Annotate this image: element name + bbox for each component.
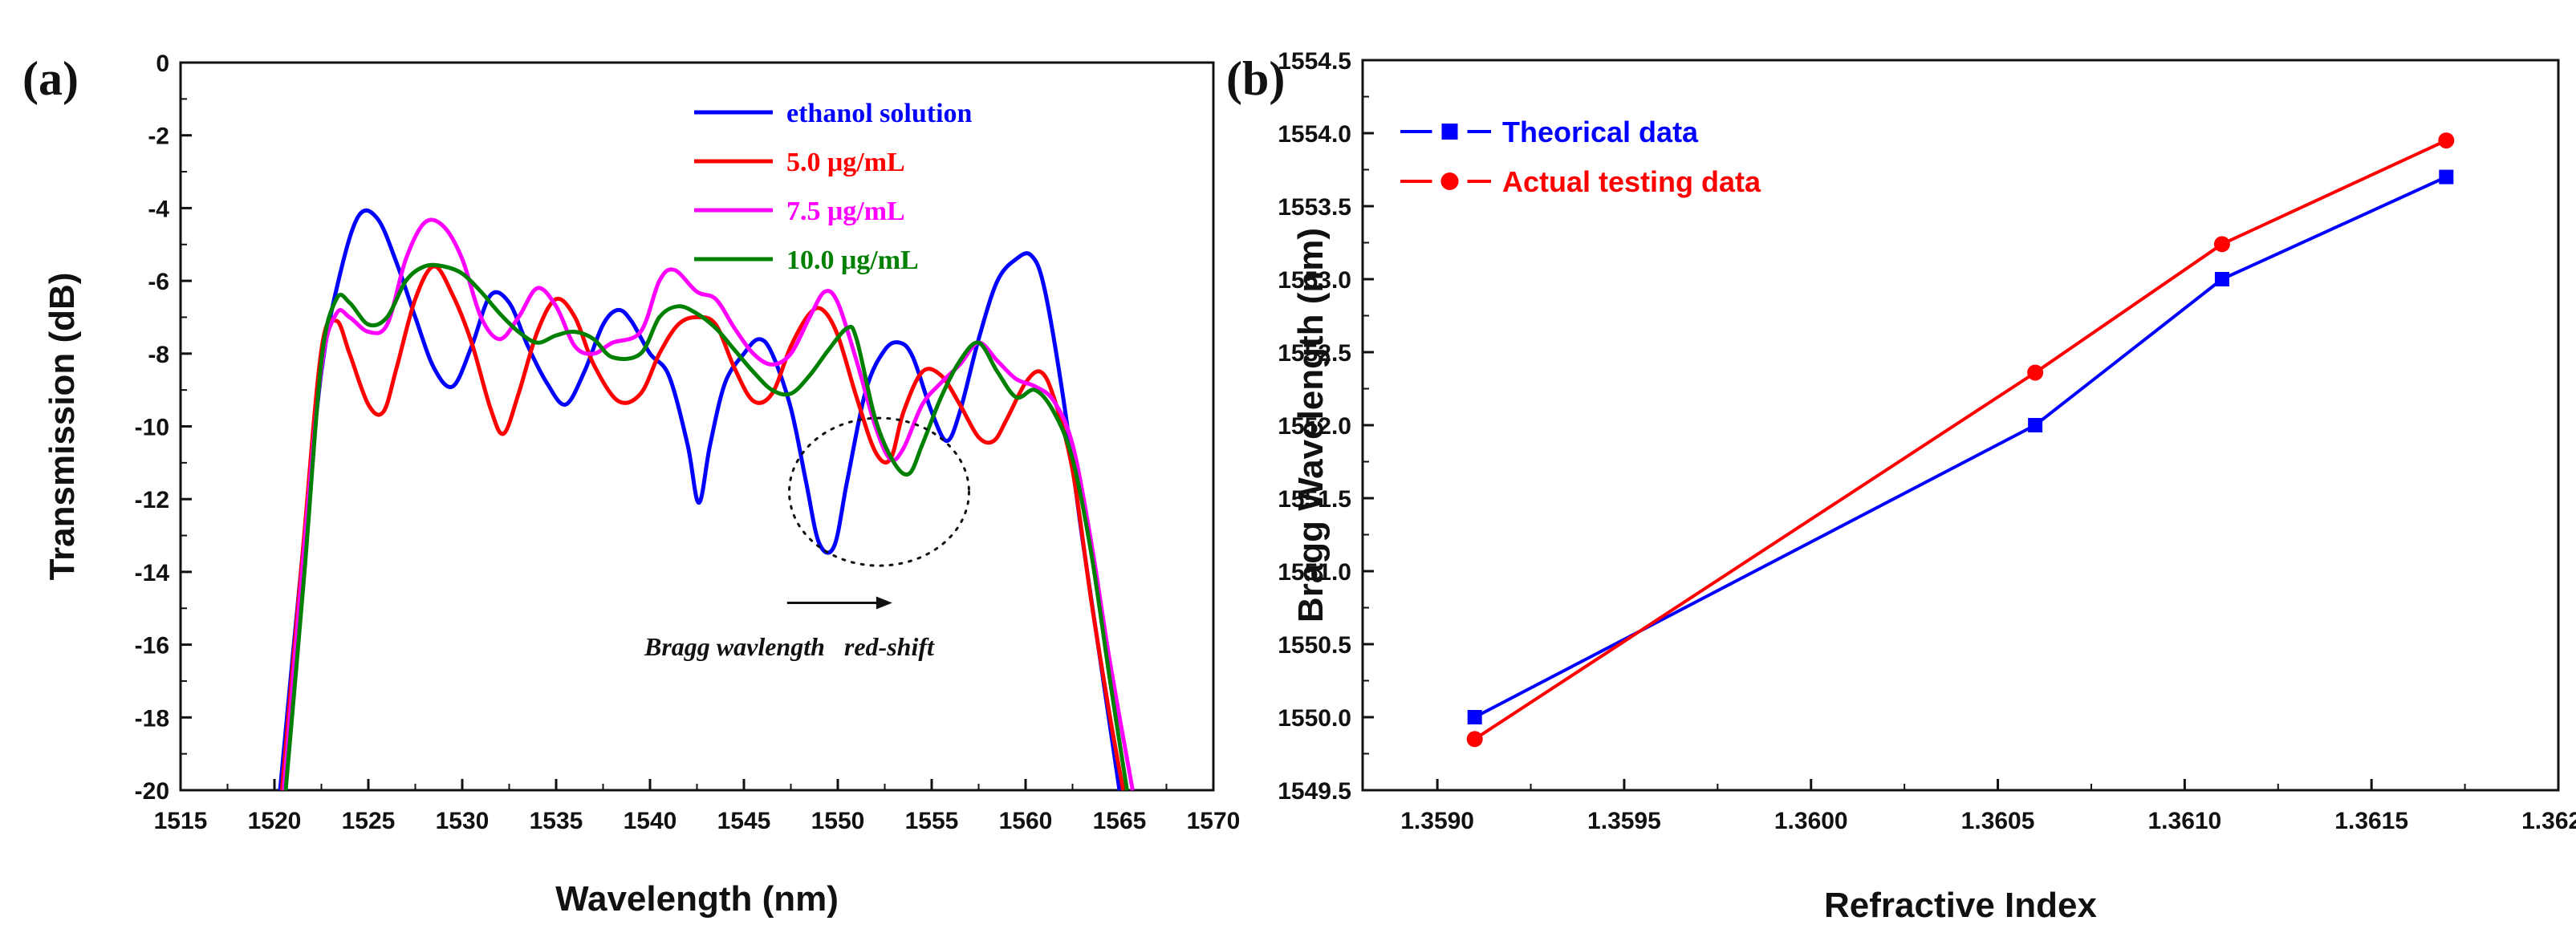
panel-a-y-tick-label: -6 <box>148 269 169 295</box>
panel-a-y-tick-label: -8 <box>148 342 169 368</box>
panel-a-x-tick-label: 1560 <box>999 808 1053 834</box>
panel-b-point-0-0 <box>1467 710 1482 724</box>
panel-b-x-tick-label: 1.3600 <box>1774 808 1848 834</box>
panel-b-x-axis-title: Refractive Index <box>1824 886 2097 925</box>
panel-a-plot-frame <box>179 61 1215 792</box>
panel-a-x-tick-label: 1540 <box>624 808 677 834</box>
panel-b-y-tick-label: 1551.0 <box>1278 559 1351 586</box>
panel-a-y-tick-label: -10 <box>135 415 169 441</box>
panel-b-y-tick-label: 1553.5 <box>1278 194 1351 221</box>
panel-a-tag: (a) <box>22 52 79 105</box>
panel-a-y-tick-label: -2 <box>148 124 169 150</box>
panel-b-y-tick-label: 1551.5 <box>1278 486 1351 513</box>
panel-a-x-tick-label: 1520 <box>248 808 302 834</box>
panel-b-point-0-1 <box>2028 418 2043 432</box>
panel-b-point-1-3 <box>2438 132 2455 149</box>
panel-b-point-1-1 <box>2027 364 2044 381</box>
panel-b-x-tick-label: 1.3590 <box>1400 808 1474 834</box>
panel-a-legend-label-0: ethanol solution <box>786 99 973 128</box>
panel-b-legend-marker-1 <box>1440 172 1459 190</box>
panel-a-legend-label-1: 5.0 μg/mL <box>786 148 905 177</box>
panel-b-series-line-1 <box>1473 139 2448 740</box>
panel-b-y-tick-label: 1550.5 <box>1278 632 1351 659</box>
panel-b-legend-marker-0 <box>1441 124 1458 140</box>
panel-a-dip-circle <box>787 416 970 567</box>
panel-b-y-tick-label: 1550.0 <box>1278 705 1351 732</box>
panel-a-y-tick-label: 0 <box>156 51 169 77</box>
panel-b-x-tick-label: 1.3615 <box>2334 808 2408 834</box>
panel-b-legend-label-1: Actual testing data <box>1502 165 1761 198</box>
panel-b-y-tick-label: 1549.5 <box>1278 778 1351 805</box>
panel-a-x-tick-label: 1555 <box>905 808 959 834</box>
panel-a-y-tick-label: -16 <box>135 633 169 659</box>
panel-b-bragg-chart: (b) 1.3590 1.3595 1.3600 1.3605 1.3610 1.3615… <box>1226 48 2576 925</box>
panel-a-y-axis-title: Transmission (dB) <box>43 273 82 581</box>
panel-a-x-tick-label: 1565 <box>1093 808 1147 834</box>
panel-b-point-1-2 <box>2213 236 2230 253</box>
panel-a-x-tick-label: 1530 <box>436 808 490 834</box>
panel-a-legend-label-3: 10.0 μg/mL <box>786 245 919 275</box>
panel-a-y-tick-label: -12 <box>135 487 169 513</box>
panel-b-y-tick-label: 1552.0 <box>1278 413 1351 440</box>
panel-a-x-tick-label: 1515 <box>154 808 208 834</box>
panel-b-point-1-0 <box>1466 731 1483 748</box>
panel-b-x-tick-label: 1.3620 <box>2521 808 2576 834</box>
panel-a-annotation: Bragg wavlength red-shift <box>644 632 935 661</box>
panel-b-y-tick-label: 1553.0 <box>1278 267 1351 294</box>
panel-a-series-line-1 <box>279 264 1126 791</box>
panel-a-y-tick-label: -18 <box>135 705 169 732</box>
panel-b-x-tick-label: 1.3595 <box>1587 808 1661 834</box>
panel-b-x-tick-label: 1.3605 <box>1961 808 2035 834</box>
panel-a-series-line-3 <box>283 262 1129 791</box>
panel-b-x-tick-label: 1.3610 <box>2147 808 2221 834</box>
panel-a-legend-label-2: 7.5 μg/mL <box>786 197 905 226</box>
panel-b-y-tick-label: 1554.5 <box>1278 48 1351 75</box>
panel-a-x-tick-label: 1535 <box>530 808 583 834</box>
panel-b-point-0-2 <box>2214 272 2229 286</box>
panel-a-y-tick-label: -20 <box>135 778 169 805</box>
panel-a-spectra-chart: (a) 1515 1520 1525 1530 1535 1540 1545 1550 1555… <box>22 51 1240 919</box>
panel-a-x-tick-label: 1550 <box>811 808 865 834</box>
panel-b-y-tick-label: 1554.0 <box>1278 121 1351 148</box>
panel-a-x-tick-label: 1570 <box>1187 808 1241 834</box>
panel-a-series-line-0 <box>278 208 1122 791</box>
panel-a-y-tick-label: -4 <box>148 196 169 222</box>
panel-b-y-tick-label: 1552.5 <box>1278 340 1351 367</box>
panel-b-legend-label-0: Theorical data <box>1502 116 1699 148</box>
panel-b-y-axis-title: Bragg Wavelength (nm) <box>1291 228 1331 623</box>
panel-b-series-line-0 <box>1473 175 2448 719</box>
panel-a-y-tick-label: -14 <box>135 560 170 586</box>
panel-a-x-tick-label: 1545 <box>717 808 771 834</box>
panel-a-x-tick-label: 1525 <box>342 808 396 834</box>
panel-a-x-axis-title: Wavelength (nm) <box>555 879 839 919</box>
panel-b-tag: (b) <box>1226 52 1285 105</box>
panel-a-arrow-head <box>876 596 892 610</box>
panel-b-point-0-3 <box>2439 169 2454 185</box>
